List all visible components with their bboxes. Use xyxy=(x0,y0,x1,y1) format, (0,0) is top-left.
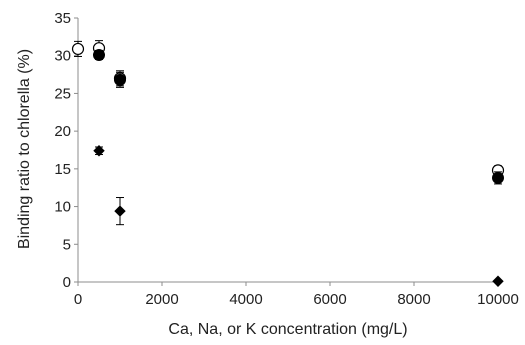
x-tick-label: 8000 xyxy=(397,291,430,308)
x-tick-label: 6000 xyxy=(313,291,346,308)
y-axis-title: Binding ratio to chlorella (%) xyxy=(16,49,33,249)
x-tick-label: 10000 xyxy=(477,291,519,308)
y-tick-label: 35 xyxy=(54,10,71,27)
y-tick-label: 0 xyxy=(63,274,71,291)
filled-circle-point xyxy=(492,171,504,184)
y-tick-label: 5 xyxy=(63,236,71,253)
filled-circle-point xyxy=(93,48,105,61)
x-tick-label: 0 xyxy=(74,291,82,308)
diamond-point xyxy=(93,145,105,157)
data-marks xyxy=(71,40,505,287)
y-tick-label: 10 xyxy=(54,199,71,216)
y-tick-label: 30 xyxy=(54,48,71,65)
y-tick-label: 20 xyxy=(54,123,71,140)
open-circle-point xyxy=(71,42,85,56)
x-tick-label: 4000 xyxy=(229,291,262,308)
y-tick-label: 15 xyxy=(54,161,71,178)
x-tick-label: 2000 xyxy=(145,291,178,308)
diamond-point xyxy=(114,205,126,217)
x-axis-title: Ca, Na, or K concentration (mg/L) xyxy=(168,321,407,338)
ticks: 0 5 10 15 20 25 30 35 0 2000 4000 6000 8000 10000 xyxy=(54,10,519,308)
y-tick-label: 25 xyxy=(54,85,71,102)
diamond-point xyxy=(492,275,504,287)
filled-circle-point xyxy=(114,73,126,86)
axes xyxy=(77,18,498,283)
